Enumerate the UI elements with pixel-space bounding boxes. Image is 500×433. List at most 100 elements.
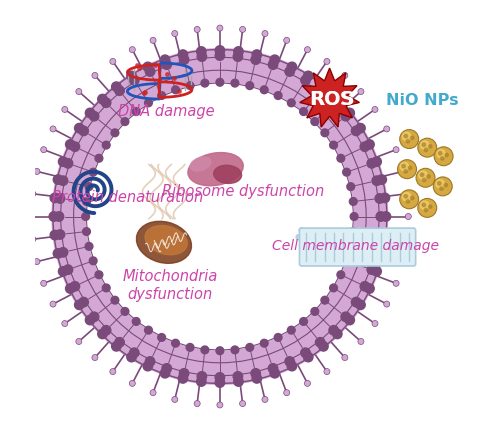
Circle shape xyxy=(127,352,136,362)
Circle shape xyxy=(233,372,242,381)
Circle shape xyxy=(90,111,99,121)
Circle shape xyxy=(132,108,140,116)
Text: NiO NPs: NiO NPs xyxy=(386,93,458,108)
Circle shape xyxy=(172,397,178,402)
Circle shape xyxy=(172,339,179,347)
Circle shape xyxy=(56,230,64,239)
Circle shape xyxy=(360,281,370,291)
Circle shape xyxy=(422,143,426,146)
Circle shape xyxy=(418,198,436,217)
Circle shape xyxy=(110,58,116,65)
Circle shape xyxy=(329,326,338,335)
Circle shape xyxy=(380,230,390,240)
Circle shape xyxy=(58,157,68,166)
Circle shape xyxy=(52,49,388,384)
Circle shape xyxy=(85,242,93,250)
Circle shape xyxy=(284,390,290,396)
Text: Protein denaturation: Protein denaturation xyxy=(52,190,203,205)
Circle shape xyxy=(111,129,119,137)
Circle shape xyxy=(330,141,338,149)
Circle shape xyxy=(143,362,152,371)
Circle shape xyxy=(196,377,206,386)
Circle shape xyxy=(375,230,384,239)
Circle shape xyxy=(306,241,311,246)
Circle shape xyxy=(178,50,188,59)
Ellipse shape xyxy=(190,157,211,171)
Circle shape xyxy=(30,191,36,197)
Circle shape xyxy=(217,402,223,408)
Circle shape xyxy=(64,158,72,168)
Circle shape xyxy=(301,238,306,243)
Circle shape xyxy=(82,197,90,205)
Circle shape xyxy=(58,267,68,276)
Circle shape xyxy=(337,271,344,278)
Circle shape xyxy=(438,152,442,155)
Circle shape xyxy=(365,284,374,293)
Circle shape xyxy=(215,46,224,55)
Circle shape xyxy=(216,78,224,86)
Circle shape xyxy=(404,194,407,198)
Ellipse shape xyxy=(188,152,244,186)
Circle shape xyxy=(400,259,406,265)
Circle shape xyxy=(304,352,313,362)
Circle shape xyxy=(367,158,376,168)
Circle shape xyxy=(58,176,68,185)
Circle shape xyxy=(76,339,82,345)
Circle shape xyxy=(428,145,432,148)
Circle shape xyxy=(404,191,410,197)
Circle shape xyxy=(79,297,88,307)
Circle shape xyxy=(50,193,59,203)
Circle shape xyxy=(321,296,328,304)
Circle shape xyxy=(428,205,432,208)
Circle shape xyxy=(110,368,116,375)
Circle shape xyxy=(186,82,194,90)
Circle shape xyxy=(246,82,254,90)
Circle shape xyxy=(393,280,399,286)
Circle shape xyxy=(49,212,58,221)
Circle shape xyxy=(406,213,411,220)
Circle shape xyxy=(76,88,82,94)
Circle shape xyxy=(402,132,411,141)
Circle shape xyxy=(102,284,110,292)
Circle shape xyxy=(86,83,354,350)
Circle shape xyxy=(434,177,452,196)
Circle shape xyxy=(287,62,296,71)
Circle shape xyxy=(74,123,84,133)
Circle shape xyxy=(28,213,34,220)
Circle shape xyxy=(365,140,374,149)
Circle shape xyxy=(352,297,361,307)
Circle shape xyxy=(102,98,111,107)
Circle shape xyxy=(285,67,294,76)
Circle shape xyxy=(316,338,325,347)
Circle shape xyxy=(115,86,124,95)
Circle shape xyxy=(144,99,152,107)
Circle shape xyxy=(420,201,429,210)
Circle shape xyxy=(270,55,280,65)
Circle shape xyxy=(143,62,152,71)
Circle shape xyxy=(436,180,444,188)
Circle shape xyxy=(178,374,188,383)
Circle shape xyxy=(422,178,426,181)
Circle shape xyxy=(50,301,56,307)
Ellipse shape xyxy=(136,221,192,263)
Text: ROS: ROS xyxy=(309,90,354,109)
Circle shape xyxy=(422,203,426,207)
Circle shape xyxy=(324,368,330,375)
Circle shape xyxy=(162,364,172,373)
Circle shape xyxy=(54,212,64,221)
Circle shape xyxy=(445,153,448,157)
Circle shape xyxy=(70,142,80,152)
Circle shape xyxy=(95,271,103,278)
Circle shape xyxy=(350,228,357,236)
Circle shape xyxy=(82,213,90,220)
Circle shape xyxy=(146,67,155,76)
Circle shape xyxy=(301,75,310,85)
Circle shape xyxy=(300,108,308,116)
Circle shape xyxy=(146,357,155,366)
Circle shape xyxy=(424,208,428,212)
Circle shape xyxy=(88,85,351,348)
Circle shape xyxy=(427,175,430,178)
Circle shape xyxy=(434,147,453,166)
Circle shape xyxy=(372,157,382,166)
Text: DNA damage: DNA damage xyxy=(118,103,214,119)
